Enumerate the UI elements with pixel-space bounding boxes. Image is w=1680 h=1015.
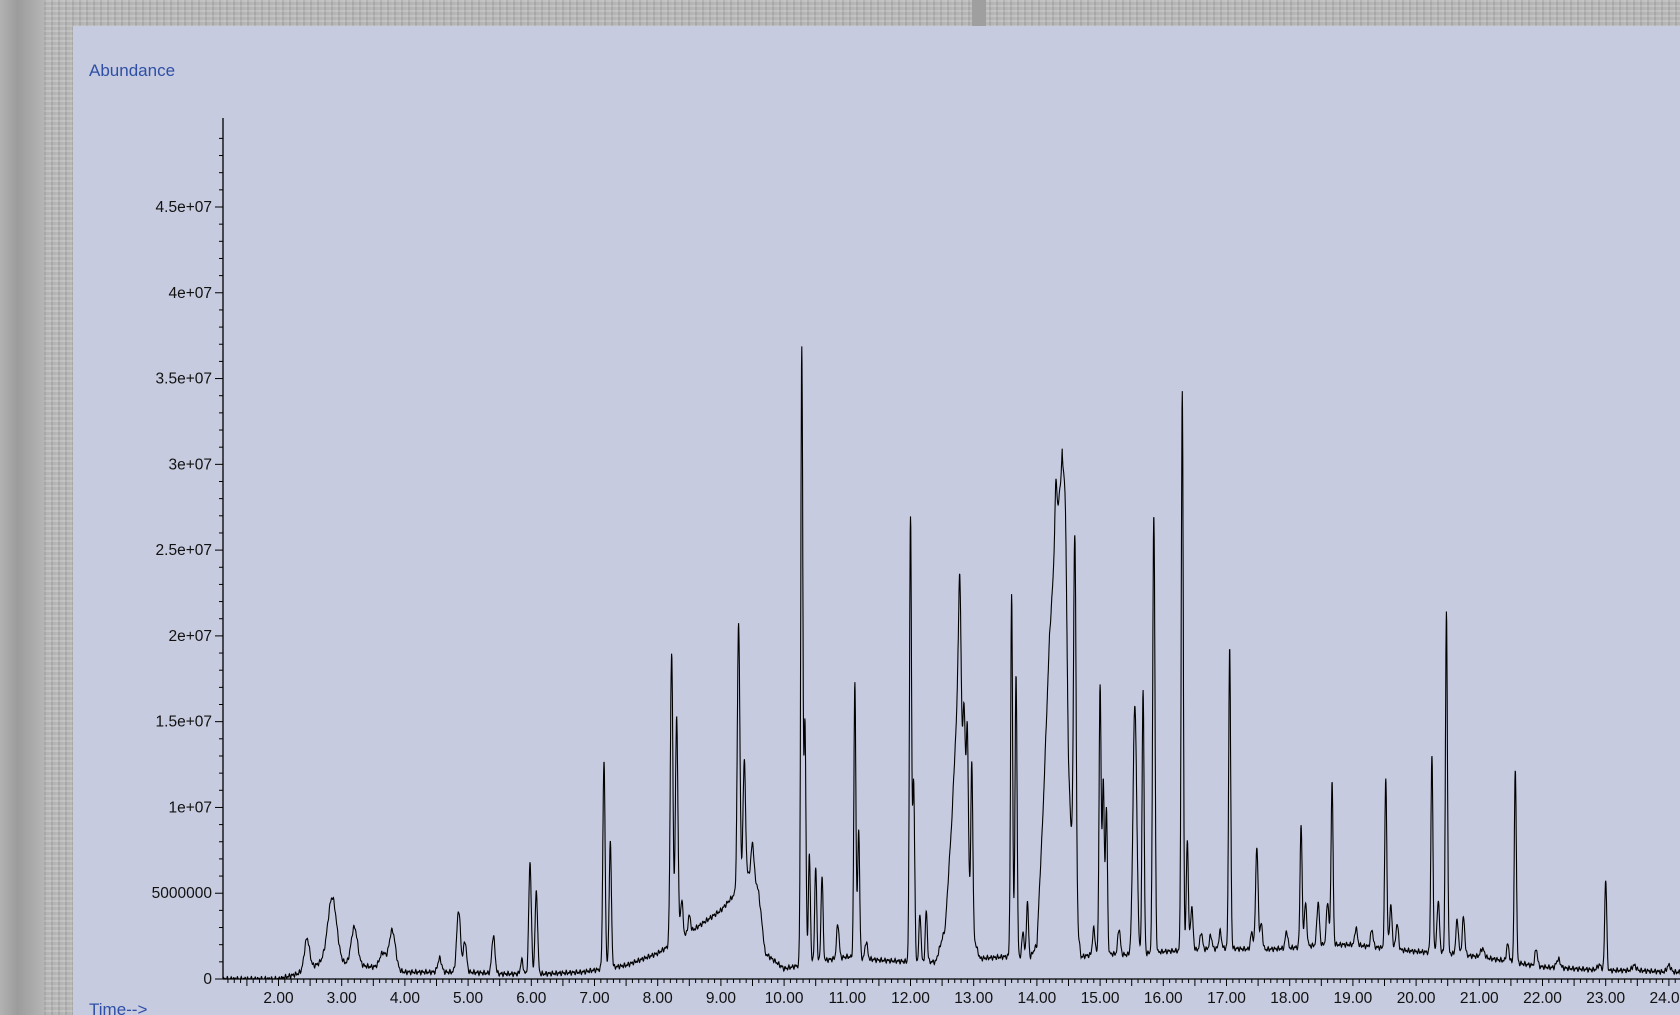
x-tick-label: 4.00	[390, 990, 421, 1007]
x-tick-label: 12.00	[891, 990, 930, 1007]
x-tick-label: 22.00	[1523, 990, 1562, 1007]
x-tick-label: 11.00	[828, 990, 866, 1007]
background-seam	[972, 0, 986, 28]
x-tick-label: 2.00	[263, 990, 294, 1007]
x-tick-label: 19.00	[1334, 990, 1373, 1007]
x-tick-label: 9.00	[706, 990, 737, 1007]
tick-group: 0 5000000 1e+07 1.5e+07 2e+07 2.5e+07 3e+07 3.5…	[152, 137, 1680, 1007]
y-tick-label: 2.5e+07	[156, 542, 212, 559]
x-tick-label: 17.00	[1207, 990, 1246, 1007]
x-tick-label: 18.00	[1270, 990, 1309, 1007]
chromatogram-chart: Abundance Time--> 0 5000000 1e+07 1.5e+07 2e…	[89, 61, 1680, 1015]
y-tick-label: 4e+07	[168, 285, 212, 302]
x-tick-label: 24.00	[1650, 990, 1680, 1007]
x-tick-label: 13.00	[954, 990, 993, 1007]
chromatogram-panel: Abundance Time--> 0 5000000 1e+07 1.5e+07 2e…	[73, 26, 1680, 1015]
y-tick-label: 1.5e+07	[156, 714, 212, 731]
tic-trace-line	[222, 346, 1680, 980]
y-tick-label: 2e+07	[168, 628, 212, 645]
y-tick-label: 4.5e+07	[156, 199, 212, 216]
x-tick-label: 10.00	[765, 990, 804, 1007]
x-axis-label: Time-->	[89, 1000, 147, 1015]
x-tick-label: 6.00	[516, 990, 547, 1007]
y-tick-label: 5000000	[152, 885, 213, 902]
x-tick-label: 23.00	[1586, 990, 1625, 1007]
x-tick-label: 7.00	[579, 990, 610, 1007]
y-tick-label: 3.5e+07	[156, 371, 212, 388]
axes	[222, 118, 1680, 980]
y-axis-label: Abundance	[89, 61, 175, 80]
x-tick-label: 14.00	[1018, 990, 1057, 1007]
x-tick-label: 8.00	[643, 990, 674, 1007]
x-tick-label: 5.00	[453, 990, 484, 1007]
background-strip	[0, 0, 44, 1015]
x-tick-label: 15.00	[1081, 990, 1120, 1007]
x-tick-label: 21.00	[1460, 990, 1499, 1007]
y-tick-label: 0	[203, 971, 212, 988]
x-tick-label: 20.00	[1397, 990, 1436, 1007]
y-tick-label: 1e+07	[168, 799, 212, 816]
x-tick-label: 16.00	[1144, 990, 1183, 1007]
y-tick-label: 3e+07	[168, 456, 212, 473]
x-tick-label: 3.00	[327, 990, 358, 1007]
